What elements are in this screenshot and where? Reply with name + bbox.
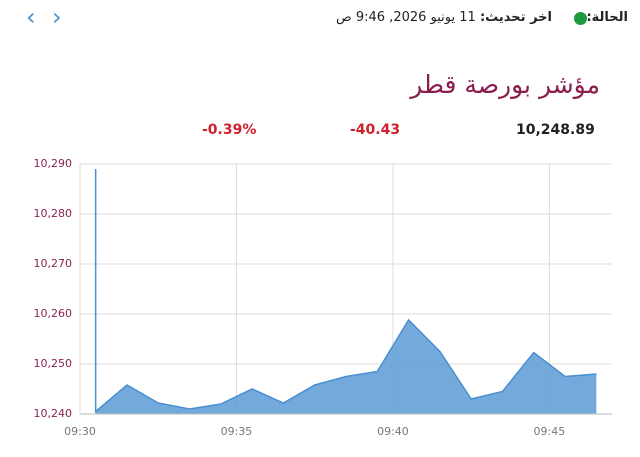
y-tick-label: 10,240 [34, 407, 73, 420]
prev-arrow[interactable]: ‹ [26, 3, 36, 31]
index-value: 10,248.89 [516, 122, 595, 138]
last-update: اخر تحديث: 11 يونيو 2026, 9:46 ص [336, 10, 552, 25]
y-tick-label: 10,260 [34, 307, 73, 320]
x-tick-label: 09:30 [64, 425, 96, 438]
x-tick-label: 09:45 [534, 425, 566, 438]
update-label: اخر تحديث: [479, 10, 552, 25]
line [94, 169, 597, 414]
next-arrow[interactable]: › [52, 3, 62, 31]
y-tick-label: 10,250 [34, 357, 73, 370]
update-value: 11 يونيو 2026, 9:46 ص [335, 10, 476, 25]
status-label: الحالة: [586, 10, 628, 25]
y-tick-label: 10,280 [34, 207, 73, 220]
y-tick-label: 10,290 [34, 157, 73, 170]
title: مؤشر بورصة قطر [410, 70, 600, 99]
change-percent: -0.39% [202, 122, 257, 138]
x-tick-label: 09:40 [377, 425, 409, 438]
x-tick-label: 09:35 [221, 425, 253, 438]
status-dot [574, 12, 587, 25]
area [95, 169, 597, 414]
y-tick-label: 10,270 [34, 257, 73, 270]
change: -40.43 [350, 122, 401, 138]
